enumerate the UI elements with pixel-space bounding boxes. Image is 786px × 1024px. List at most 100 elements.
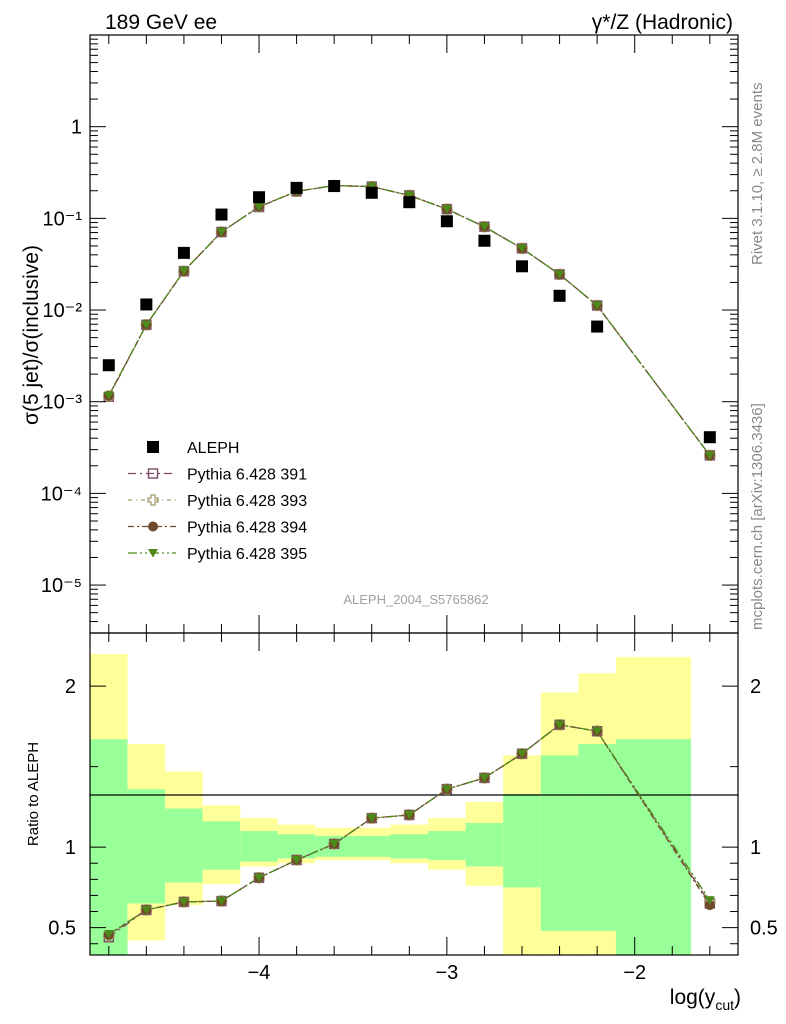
ratio-point — [517, 749, 527, 759]
legend-label: Pythia 6.428 394 — [187, 520, 307, 537]
ratio-point — [704, 896, 715, 905]
data-point — [553, 289, 566, 302]
legend-marker — [147, 494, 159, 506]
ratio-point — [254, 873, 265, 883]
mc-point — [592, 301, 603, 311]
ratio-y-ticks: 0.5 0.5 1 1 2 2 — [48, 676, 778, 945]
main-y-tick-label: 10⁻³ — [43, 392, 83, 414]
ratio-y-tick-label: 0.5 — [48, 918, 76, 940]
main-panel: 10⁻⁵ 10⁻⁴ 10⁻³ 10⁻² 10⁻¹ 1 σ(5 jet)/σ(inclusi… — [20, 34, 739, 634]
main-x-ticks — [108, 35, 711, 633]
data-point — [140, 298, 153, 311]
inner-band — [428, 831, 466, 861]
data-point — [516, 260, 528, 273]
mcplots-label: mcplots.cern.ch [arXiv:1306.3436] — [749, 403, 766, 630]
ratio-y-tick-label: 0.5 — [750, 918, 778, 940]
ratio-markers — [103, 719, 716, 943]
data-point — [365, 186, 378, 199]
inner-band — [578, 744, 616, 931]
mc-point — [554, 270, 565, 279]
main-curves — [108, 184, 711, 456]
x-tick-label: −3 — [435, 962, 458, 984]
ratio-frame — [89, 632, 739, 956]
data-point — [478, 234, 491, 247]
process-label: γ*/Z (Hadronic) — [592, 11, 733, 34]
data-point — [215, 208, 228, 221]
mc-point — [517, 244, 527, 253]
legend-label: Pythia 6.428 391 — [187, 467, 307, 484]
data-point — [591, 320, 604, 333]
main-series-line — [108, 184, 711, 456]
mc-point — [103, 391, 114, 400]
inner-band — [465, 822, 504, 867]
main-y-axis-label: σ(5 jet)/σ(inclusive) — [20, 245, 43, 425]
legend-label: ALEPH — [187, 440, 239, 457]
main-series-line — [108, 184, 711, 456]
data-point — [102, 359, 115, 372]
analysis-id-label: ALEPH_2004_S5765862 — [343, 592, 488, 607]
uncertainty-bands — [90, 653, 692, 955]
main-y-ticks: 10⁻⁵ 10⁻⁴ 10⁻³ 10⁻² 10⁻¹ 1 — [41, 34, 738, 634]
main-y-tick-label: 1 — [71, 117, 82, 139]
ratio-y-tick-label: 1 — [65, 837, 76, 859]
inner-band — [202, 821, 241, 870]
data-point — [403, 196, 416, 209]
ratio-point — [704, 900, 715, 911]
x-tick-label: −4 — [248, 962, 271, 984]
inner-band — [390, 834, 429, 859]
inner-band — [503, 794, 541, 888]
mc-point — [479, 222, 490, 232]
data-point — [328, 180, 341, 193]
ratio-panel: 0.5 0.5 1 1 2 2 −4 −3 −2 Ratio to ALEPH log(ycu… — [25, 632, 778, 1013]
main-y-tick-label: 10⁻⁴ — [41, 483, 82, 505]
inner-band — [615, 739, 692, 955]
inner-band — [352, 835, 391, 857]
mc-point — [704, 451, 715, 460]
ratio-point — [404, 810, 415, 820]
ratio-y-tick-label: 2 — [750, 676, 761, 698]
ratio-point — [216, 897, 227, 906]
data-point — [253, 191, 266, 204]
ratio-point — [366, 814, 377, 823]
ratio-y-tick-label: 2 — [65, 676, 76, 698]
x-axis-label: log(ycut) — [670, 986, 741, 1013]
legend-marker — [147, 441, 159, 453]
ratio-point — [592, 727, 603, 736]
ratio-point — [329, 839, 340, 849]
inner-band — [127, 789, 166, 904]
ratio-point — [103, 930, 114, 939]
ratio-y-tick-label: 1 — [750, 837, 761, 859]
inner-band — [165, 808, 203, 883]
energy-label: 189 GeV ee — [105, 11, 217, 34]
ratio-point — [441, 785, 452, 794]
main-frame — [89, 34, 739, 634]
ratio-point — [141, 905, 152, 915]
data-point — [177, 246, 190, 259]
data-point — [290, 181, 303, 194]
ratio-y-axis-label: Ratio to ALEPH — [25, 742, 42, 846]
legend-marker — [147, 468, 159, 479]
main-y-tick-label: 10⁻¹ — [43, 208, 83, 230]
inner-band — [240, 831, 278, 862]
mc-point — [254, 202, 265, 212]
ratio-point — [479, 773, 490, 783]
mc-point — [178, 266, 189, 276]
mc-point — [216, 227, 227, 237]
ratio-x-ticks: −4 −3 −2 — [108, 633, 711, 984]
legend-label: Pythia 6.428 393 — [187, 493, 307, 510]
main-markers — [102, 179, 716, 461]
rivet-version-label: Rivet 3.1.10, ≥ 2.8M events — [749, 83, 766, 266]
legend-label: Pythia 6.428 395 — [187, 546, 307, 563]
data-point — [703, 431, 716, 444]
mc-point — [404, 191, 415, 200]
main-y-tick-label: 10⁻² — [43, 300, 83, 322]
main-y-tick-label: 10⁻⁵ — [41, 575, 82, 597]
mc-point — [441, 205, 452, 214]
ratio-point — [554, 720, 565, 730]
ratio-point — [291, 856, 302, 865]
legend-marker — [148, 549, 158, 558]
main-series-line — [108, 184, 711, 456]
x-tick-label: −2 — [623, 962, 646, 984]
legend-marker — [148, 521, 158, 532]
